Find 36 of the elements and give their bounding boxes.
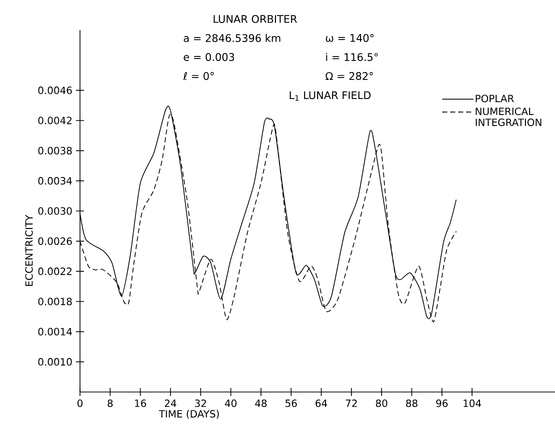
x-tick-label: 64	[316, 400, 328, 408]
x-tick-label: 40	[224, 400, 236, 408]
annotation: ℓ = 0°	[183, 72, 214, 80]
y-tick-label: 0.0014	[38, 328, 72, 336]
annotation: L$_{1}$ LUNAR FIELD	[290, 91, 371, 101]
x-tick-label: 104	[464, 400, 482, 408]
x-tick-label: 48	[255, 400, 267, 408]
x-tick-label: 96	[436, 400, 448, 408]
legend-label: NUMERICAL INTEGRATION	[476, 108, 542, 126]
y-tick-label: 0.0034	[38, 177, 72, 185]
annotation: ω = 140°	[326, 34, 374, 42]
x-axis-title: TIME (DAYS)	[158, 410, 219, 419]
y-tick-label: 0.0046	[38, 86, 72, 94]
annotation: e = 0.003	[184, 53, 234, 61]
y-tick-label: 0.0042	[38, 116, 72, 124]
x-tick-label: 8	[108, 400, 113, 408]
chart-title: LUNAR ORBITER	[214, 15, 297, 23]
y-axis-title: ECCENTRICITY	[25, 214, 33, 286]
annotation: i = 116.5°	[326, 52, 378, 62]
x-tick-label: 72	[346, 400, 357, 407]
legend-label: POPLAR	[476, 94, 514, 102]
x-tick-label: 56	[286, 400, 297, 408]
y-tick-label: 0.0010	[38, 358, 72, 366]
annotation: Ω = 282°	[326, 72, 373, 80]
x-tick-label: 16	[135, 400, 146, 408]
x-tick-label: 32	[195, 400, 206, 408]
y-tick-label: 0.0038	[38, 146, 72, 154]
y-tick-label: 0.0030	[38, 207, 72, 215]
x-tick-label: 0	[77, 400, 83, 408]
x-tick-label: 24	[164, 400, 176, 407]
x-tick-label: 80	[376, 400, 388, 408]
y-tick-label: 0.0026	[38, 237, 72, 245]
annotation: a = 2846.5396 km	[184, 34, 280, 42]
y-tick-label: 0.0018	[38, 298, 72, 306]
x-tick-label: 88	[406, 400, 418, 408]
y-tick-label: 0.0022	[38, 268, 72, 276]
